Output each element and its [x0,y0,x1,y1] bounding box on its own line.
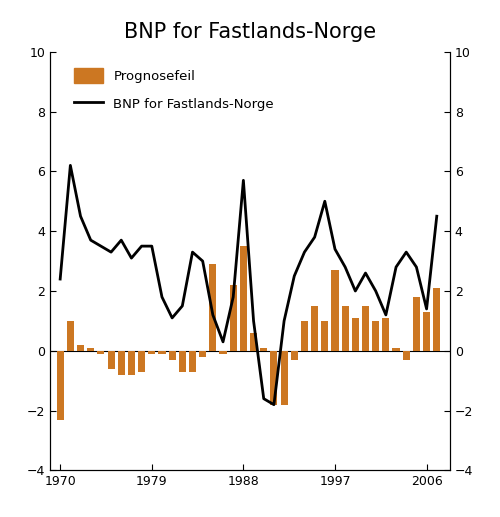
Bar [77,345,84,351]
BNP for Fastlands-Norge [138,243,144,249]
Bar [260,348,268,351]
Bar [148,351,156,354]
Line: BNP for Fastlands-Norge: BNP for Fastlands-Norge [60,165,437,405]
Bar [392,348,400,351]
Bar [362,306,369,351]
BNP for Fastlands-Norge [424,306,430,312]
BNP for Fastlands-Norge [200,258,205,264]
BNP for Fastlands-Norge [414,264,420,270]
BNP for Fastlands-Norge [372,288,378,294]
BNP for Fastlands-Norge [362,270,368,276]
Bar [382,318,390,351]
Bar [87,348,94,351]
Bar [433,288,440,351]
BNP for Fastlands-Norge [342,264,348,270]
Bar [98,351,104,354]
BNP for Fastlands-Norge [312,234,318,240]
Bar [423,312,430,351]
Bar [108,351,114,369]
Bar [128,351,135,375]
BNP for Fastlands-Norge [332,246,338,252]
BNP for Fastlands-Norge [393,264,399,270]
BNP for Fastlands-Norge [434,213,440,219]
Bar [352,318,359,351]
BNP for Fastlands-Norge [169,315,175,321]
BNP for Fastlands-Norge [210,312,216,318]
Bar [270,351,278,405]
BNP for Fastlands-Norge [240,177,246,184]
Bar [56,351,64,420]
Bar [280,351,287,405]
BNP for Fastlands-Norge [322,198,328,204]
Bar [67,321,74,351]
Bar [250,333,257,351]
BNP for Fastlands-Norge [260,396,266,402]
BNP for Fastlands-Norge [292,273,298,279]
Bar [290,351,298,360]
Bar [199,351,206,357]
BNP for Fastlands-Norge [128,255,134,261]
Bar [342,306,348,351]
BNP for Fastlands-Norge [108,249,114,255]
BNP for Fastlands-Norge [271,402,277,408]
Bar [311,306,318,351]
BNP for Fastlands-Norge [149,243,155,249]
Bar [210,264,216,351]
BNP for Fastlands-Norge [250,318,256,324]
BNP for Fastlands-Norge [180,303,186,309]
Bar [321,321,328,351]
Bar [372,321,380,351]
Bar [189,351,196,372]
Bar [179,351,186,372]
Bar [230,285,237,351]
Bar [158,351,166,354]
BNP for Fastlands-Norge [352,288,358,294]
BNP for Fastlands-Norge [190,249,196,255]
Bar [413,297,420,351]
BNP for Fastlands-Norge [220,339,226,345]
BNP for Fastlands-Norge [78,213,84,219]
BNP for Fastlands-Norge [383,312,389,318]
BNP for Fastlands-Norge [281,318,287,324]
BNP for Fastlands-Norge [230,294,236,300]
Bar [168,351,175,360]
Title: BNP for Fastlands-Norge: BNP for Fastlands-Norge [124,22,376,42]
Bar [301,321,308,351]
Bar [220,351,226,354]
Bar [138,351,145,372]
BNP for Fastlands-Norge [98,243,104,249]
BNP for Fastlands-Norge [68,162,73,169]
BNP for Fastlands-Norge [118,237,124,244]
Bar [118,351,125,375]
BNP for Fastlands-Norge [302,249,308,255]
Bar [402,351,410,360]
BNP for Fastlands-Norge [403,249,409,255]
Bar [240,246,247,351]
Bar [332,270,338,351]
Legend: Prognosefeil, BNP for Fastlands-Norge: Prognosefeil, BNP for Fastlands-Norge [68,63,280,117]
BNP for Fastlands-Norge [88,237,94,244]
BNP for Fastlands-Norge [57,276,63,282]
BNP for Fastlands-Norge [159,294,165,300]
